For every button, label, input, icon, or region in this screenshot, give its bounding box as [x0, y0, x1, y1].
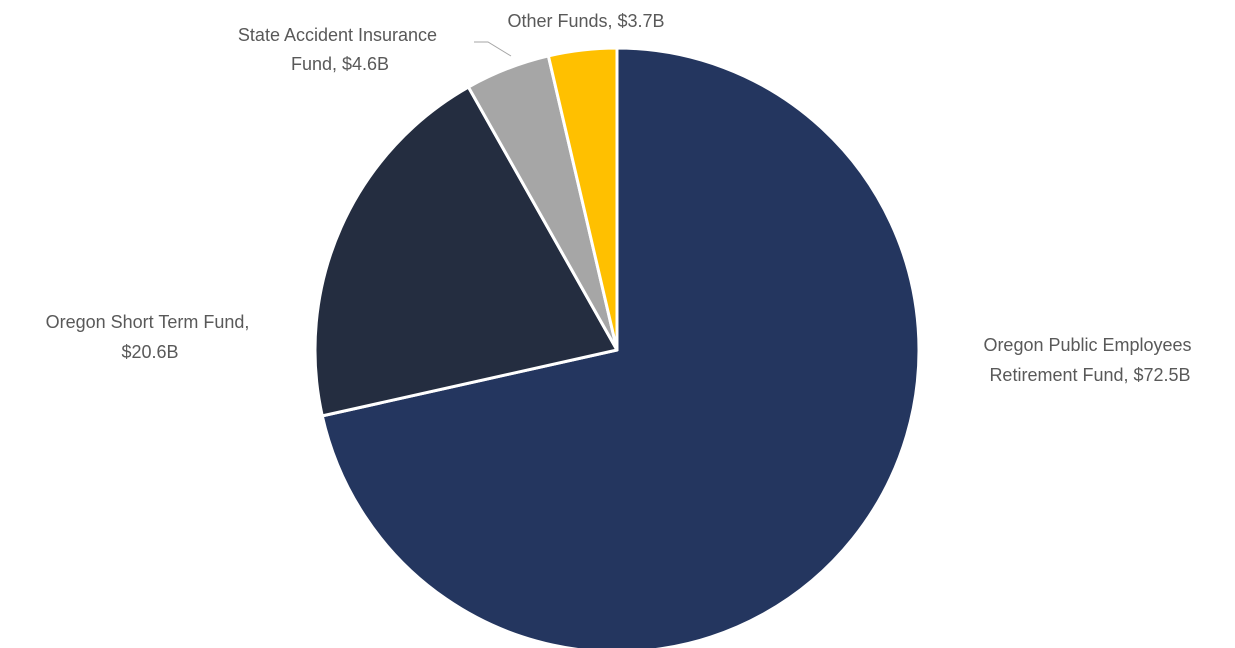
slice-opers [320, 46, 921, 648]
pie-slices [313, 46, 921, 648]
slice-other-funds [546, 46, 619, 352]
leader-lines [474, 41, 512, 57]
label-other-funds: Other Funds, $3.7B [507, 11, 664, 31]
slice-short-term-fund [313, 85, 619, 418]
label-saif: State Accident Insurance Fund, $4.6B [238, 25, 442, 74]
label-opers: Oregon Public Employees Retirement Fund,… [983, 335, 1196, 385]
label-short-term-fund: Oregon Short Term Fund, $20.6B [46, 312, 255, 362]
leader-line-saif [474, 41, 512, 57]
